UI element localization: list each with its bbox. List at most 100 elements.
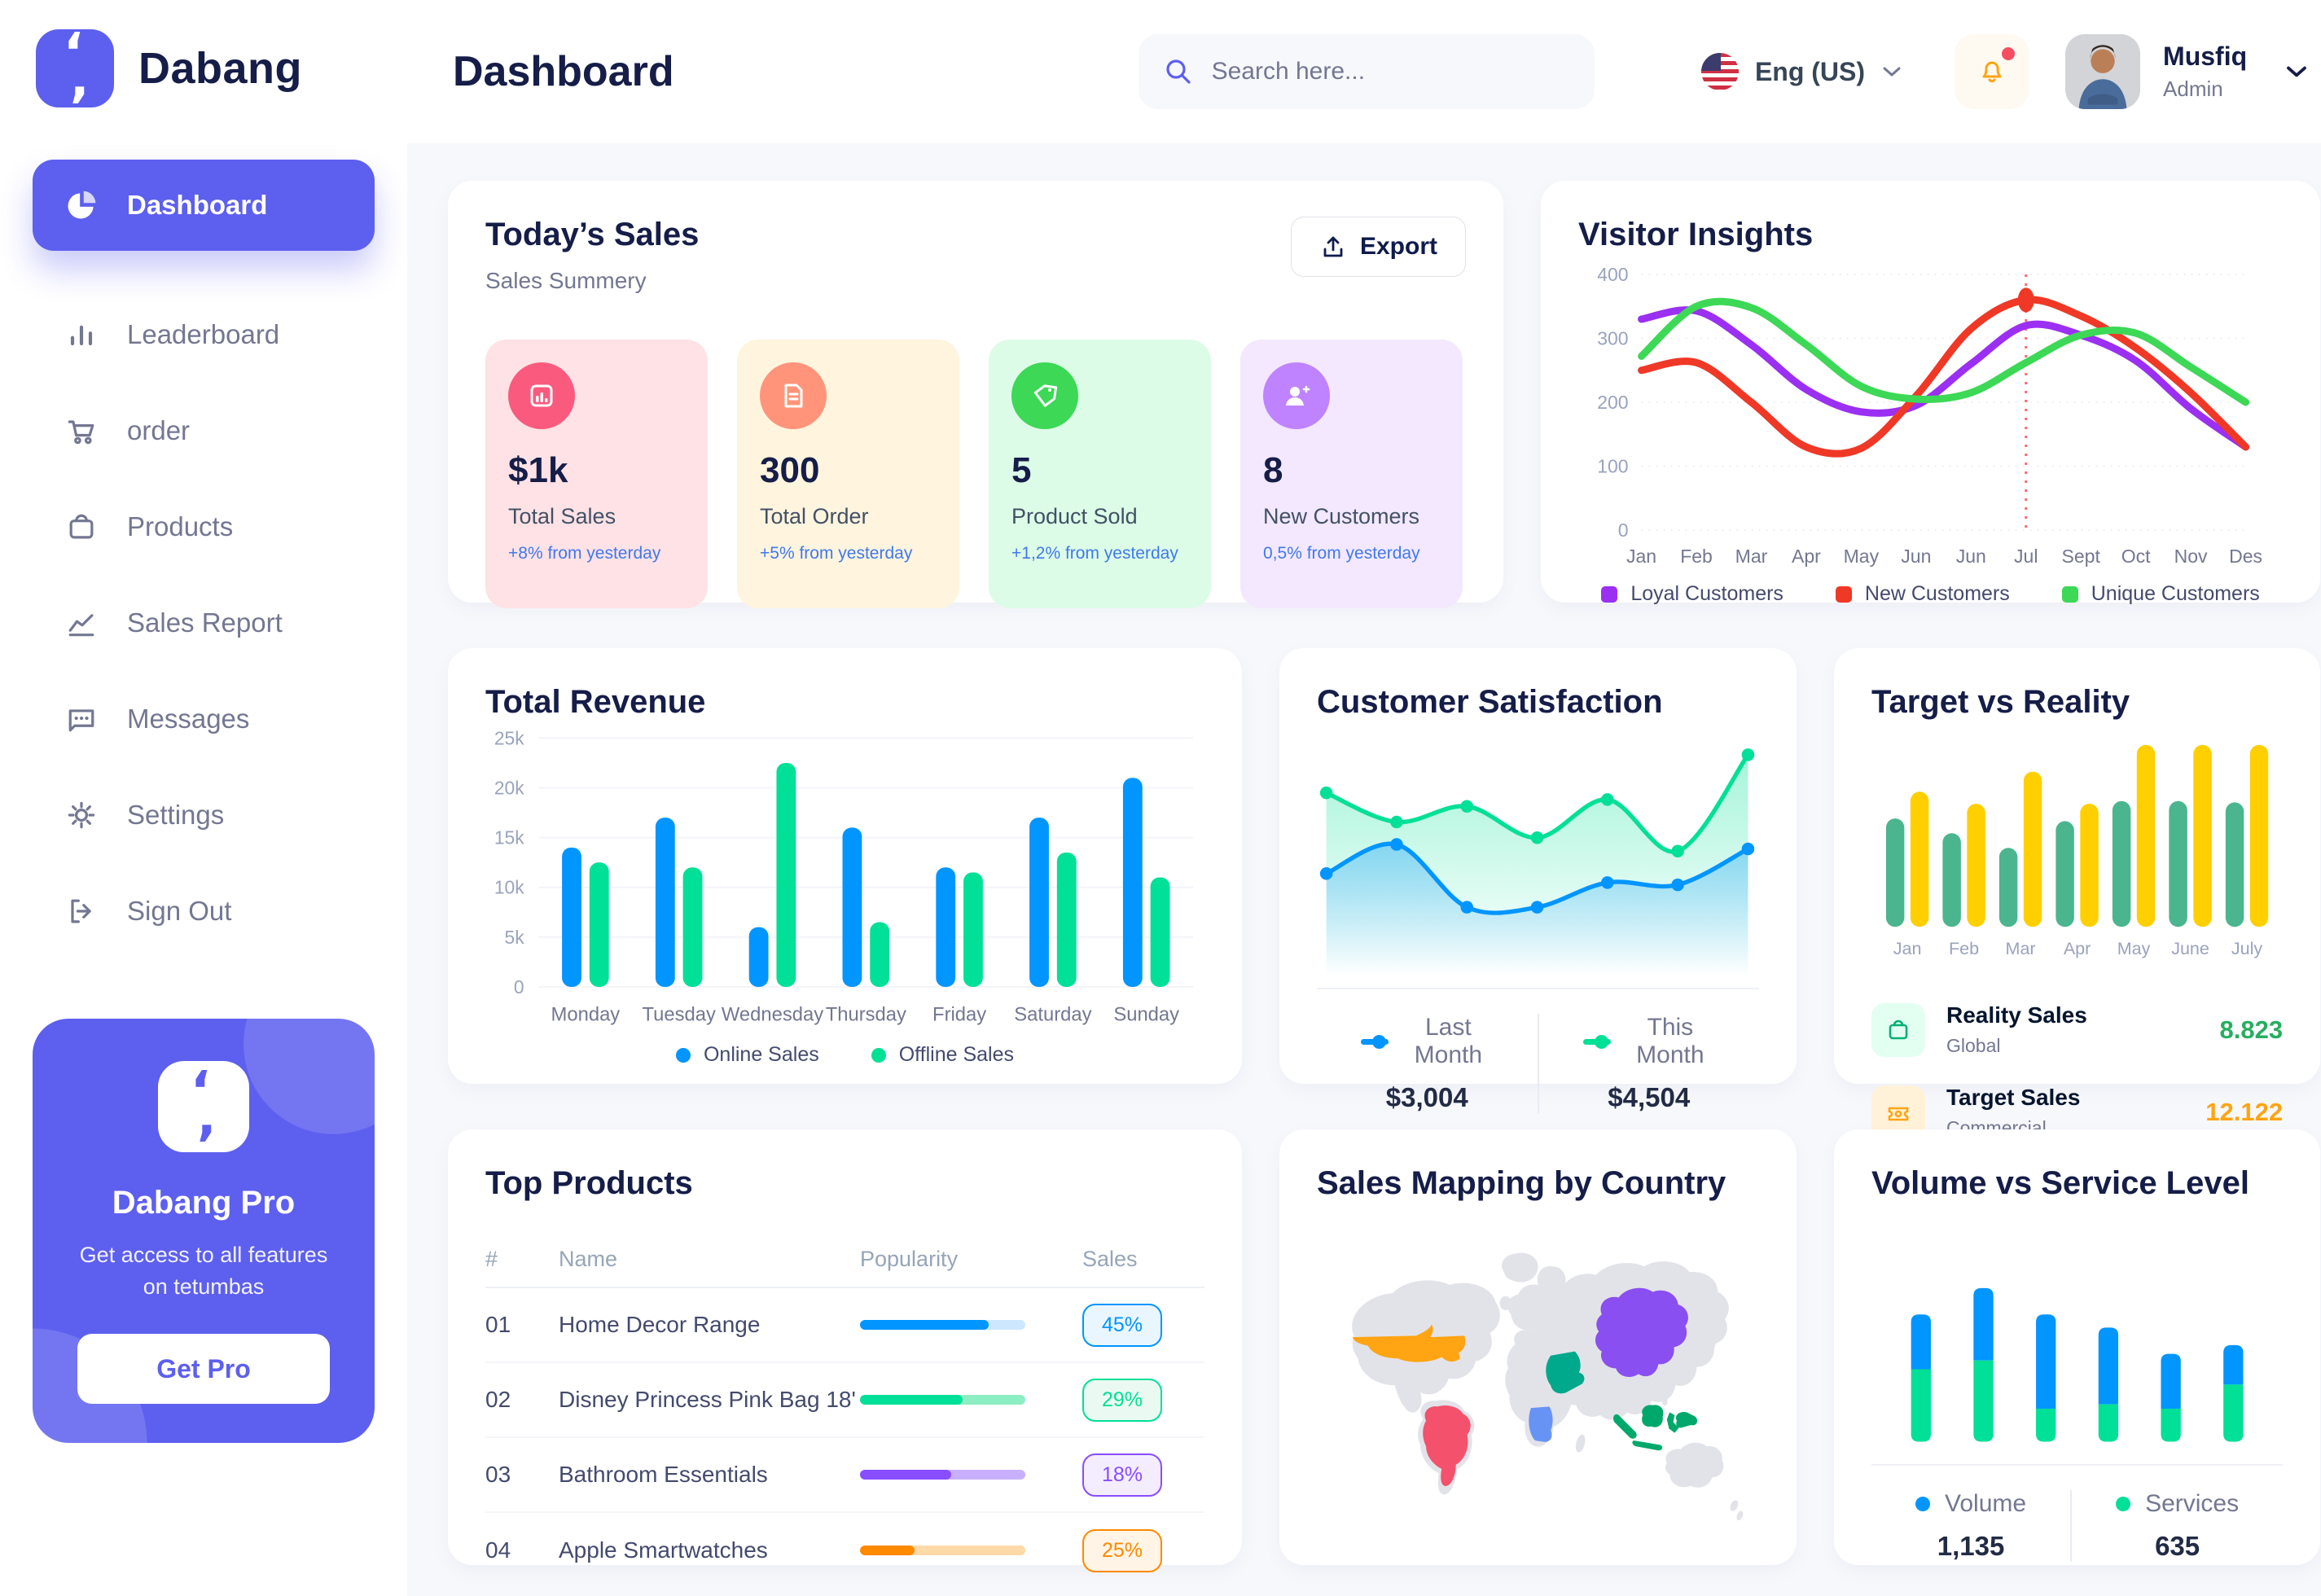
svg-text:300: 300 <box>1597 328 1628 349</box>
sidebar-item-label: Sign Out <box>127 896 232 926</box>
avatar[interactable] <box>2065 34 2141 109</box>
world-map <box>1317 1230 1759 1559</box>
unique-customers-swatch <box>2061 585 2078 603</box>
total-revenue-card: Total Revenue 0 5k 10k 15k 20k 25k Monday Tuesd… <box>448 648 1242 1084</box>
stat-value: 5 <box>1011 450 1032 490</box>
visitor-insights-legend: Loyal Customers New Customers Unique Cus… <box>1578 582 2283 606</box>
svg-text:Sunday: Sunday <box>1113 1004 1179 1026</box>
sidebar-item-products[interactable]: Products <box>33 479 375 575</box>
total-revenue-title: Total Revenue <box>485 684 706 720</box>
language-label: Eng (US) <box>1754 56 1866 86</box>
notification-dot <box>2002 47 2016 60</box>
svg-text:Feb: Feb <box>1949 939 1979 958</box>
svg-text:Tuesday: Tuesday <box>642 1004 715 1026</box>
bag-icon <box>1889 1019 1908 1039</box>
svg-text:10k: 10k <box>494 877 524 898</box>
this-month-value: $4,504 <box>1608 1082 1691 1112</box>
dabang-pro-logo-icon: ,, <box>158 1060 249 1152</box>
customer-satisfaction-chart <box>1317 721 1759 980</box>
svg-text:May: May <box>2117 939 2151 958</box>
country-china <box>1595 1287 1688 1378</box>
services-value: 635 <box>2155 1531 2200 1561</box>
user-menu-chevron-icon[interactable] <box>2284 64 2309 80</box>
volume-service-chart <box>1871 1202 2283 1456</box>
visitor-insights-card: Visitor Insights 0 100 200 300 400 Jan Feb Mar A… <box>1541 181 2321 606</box>
popularity-bar <box>860 1395 1025 1405</box>
last-month-value: $3,004 <box>1385 1082 1468 1112</box>
svg-text:Monday: Monday <box>551 1004 621 1026</box>
table-row: 04 Apple Smartwatches 25% <box>485 1513 1204 1588</box>
bar-chart-icon <box>70 325 93 346</box>
export-button[interactable]: Export <box>1290 217 1466 277</box>
brand-logo-icon: ,, <box>36 27 114 107</box>
svg-text:20k: 20k <box>494 777 524 798</box>
customer-satisfaction-card: Customer Satisfaction Last Month $3,004 … <box>1279 648 1797 1113</box>
cart-icon <box>68 420 94 445</box>
stat-label: New Customers <box>1263 504 1420 528</box>
svg-text:400: 400 <box>1597 264 1628 285</box>
pro-card-title: Dabang Pro <box>112 1184 296 1221</box>
search-box <box>1138 34 1595 109</box>
table-header: # Name Popularity Sales <box>485 1231 1204 1288</box>
sidebar-item-dashboard[interactable]: Dashboard <box>33 160 375 251</box>
sidebar-item-order[interactable]: order <box>33 383 375 479</box>
svg-text:Des: Des <box>2229 546 2262 567</box>
stat-total-order: 300 Total Order +5% from yesterday <box>737 340 959 608</box>
get-pro-button[interactable]: Get Pro <box>77 1334 330 1404</box>
volume-service-title: Volume vs Service Level <box>1871 1165 2249 1201</box>
country-dr-congo <box>1529 1406 1553 1442</box>
top-products-table: # Name Popularity Sales 01 Home Decor Ra… <box>485 1231 1204 1588</box>
svg-text:Oct: Oct <box>2121 546 2151 567</box>
visitor-insights-title: Visitor Insights <box>1578 217 1814 252</box>
stat-product-sold: 5 Product Sold +1,2% from yesterday <box>989 340 1211 608</box>
stat-value: 300 <box>760 450 820 490</box>
stat-label: Total Sales <box>508 504 616 528</box>
table-row: 03 Bathroom Essentials 18% <box>485 1438 1204 1513</box>
sign-out-icon <box>71 899 91 923</box>
country-united-states <box>1352 1324 1466 1362</box>
svg-text:25k: 25k <box>494 727 524 748</box>
stat-value: 8 <box>1263 450 1283 490</box>
sidebar-item-leaderboard[interactable]: Leaderboard <box>33 287 375 383</box>
this-month-marker <box>1582 1034 1611 1049</box>
sales-badge: 45% <box>1082 1303 1163 1347</box>
sidebar-item-sign-out[interactable]: Sign Out <box>33 863 375 959</box>
svg-text:Jan: Jan <box>1893 939 1922 958</box>
sidebar-item-messages[interactable]: Messages <box>33 671 375 767</box>
popularity-bar <box>860 1470 1025 1480</box>
total-revenue-legend: Online Sales Offline Sales <box>485 1043 1204 1067</box>
customer-satisfaction-title: Customer Satisfaction <box>1317 684 1663 720</box>
new-customers-swatch <box>1835 585 1852 603</box>
sidebar: ,, Dabang Dashboard Leaderboard order Pr… <box>0 0 407 1596</box>
svg-text:May: May <box>1844 546 1880 567</box>
header-right: Eng (US) Musfiq Admin <box>1700 34 2309 109</box>
svg-text:Jan: Jan <box>1626 546 1656 567</box>
search-icon <box>1166 59 1191 84</box>
search-input[interactable] <box>1211 58 1570 86</box>
popularity-bar <box>860 1320 1025 1330</box>
notification-bell[interactable] <box>1955 34 2030 109</box>
popularity-bar <box>860 1546 1025 1555</box>
svg-text:Nov: Nov <box>2174 546 2208 567</box>
todays-sales-title: Today’s Sales <box>485 217 700 252</box>
stat-delta: +1,2% from yesterday <box>1011 544 1178 563</box>
svg-text:June: June <box>2171 939 2209 958</box>
stat-delta: 0,5% from yesterday <box>1263 544 1420 563</box>
stats-row: $1k Total Sales +8% from yesterday 300 T… <box>485 340 1466 608</box>
svg-text:Mar: Mar <box>2006 939 2036 958</box>
page-title: Dashboard <box>453 48 674 95</box>
user-role: Admin <box>2163 77 2223 101</box>
chevron-down-icon <box>1883 67 1901 77</box>
sidebar-item-label: Messages <box>127 704 250 734</box>
sidebar-item-settings[interactable]: Settings <box>33 767 375 863</box>
country-saudi-arabia <box>1546 1351 1585 1394</box>
svg-text:Friday: Friday <box>932 1004 986 1026</box>
svg-text:0: 0 <box>514 976 524 998</box>
language-selector[interactable]: Eng (US) <box>1700 53 1902 90</box>
message-icon <box>68 709 94 732</box>
sales-badge: 29% <box>1082 1378 1163 1422</box>
sidebar-item-sales-report[interactable]: Sales Report <box>33 575 375 671</box>
svg-text:100: 100 <box>1597 456 1628 477</box>
todays-sales-card: Today’s Sales Sales Summery Export $1k <box>448 181 1503 608</box>
stat-new-customers: 8 New Customers 0,5% from yesterday <box>1240 340 1463 608</box>
